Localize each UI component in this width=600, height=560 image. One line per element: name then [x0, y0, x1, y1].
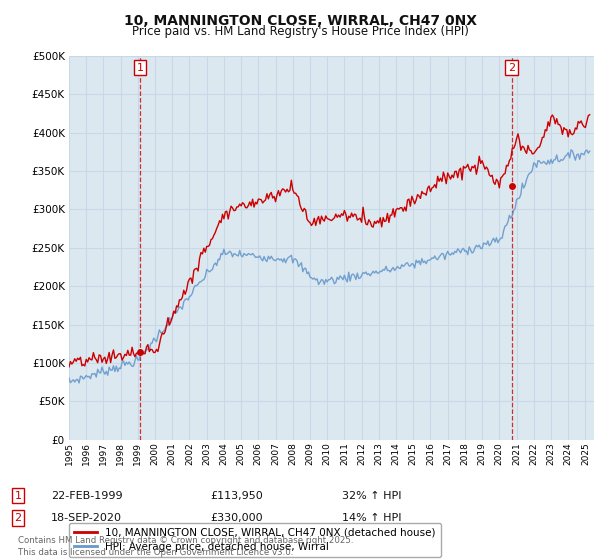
Text: 1: 1: [136, 63, 143, 72]
Text: 32% ↑ HPI: 32% ↑ HPI: [342, 491, 401, 501]
Text: Price paid vs. HM Land Registry's House Price Index (HPI): Price paid vs. HM Land Registry's House …: [131, 25, 469, 38]
Text: £113,950: £113,950: [210, 491, 263, 501]
Text: 18-SEP-2020: 18-SEP-2020: [51, 513, 122, 523]
Text: 2: 2: [14, 513, 22, 523]
Legend: 10, MANNINGTON CLOSE, WIRRAL, CH47 0NX (detached house), HPI: Average price, det: 10, MANNINGTON CLOSE, WIRRAL, CH47 0NX (…: [69, 522, 441, 557]
Text: Contains HM Land Registry data © Crown copyright and database right 2025.
This d: Contains HM Land Registry data © Crown c…: [18, 536, 353, 557]
Text: 14% ↑ HPI: 14% ↑ HPI: [342, 513, 401, 523]
Text: 2: 2: [508, 63, 515, 72]
Text: 22-FEB-1999: 22-FEB-1999: [51, 491, 122, 501]
Text: 1: 1: [14, 491, 22, 501]
Text: 10, MANNINGTON CLOSE, WIRRAL, CH47 0NX: 10, MANNINGTON CLOSE, WIRRAL, CH47 0NX: [124, 14, 476, 28]
Text: £330,000: £330,000: [210, 513, 263, 523]
